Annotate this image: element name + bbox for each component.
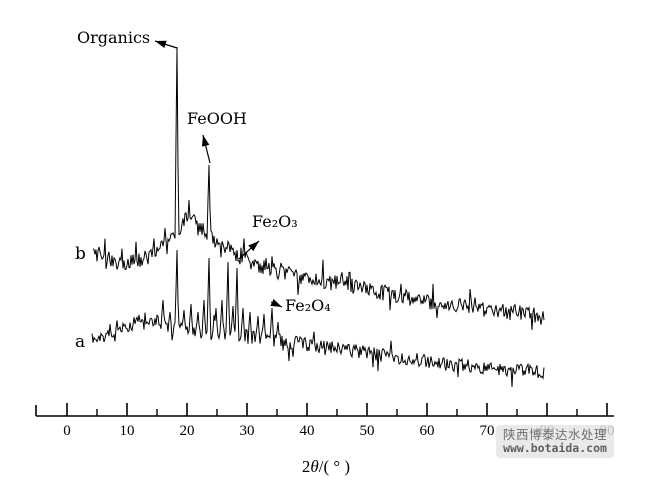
x-tick-label: 50 (360, 423, 375, 439)
peak-label-organics: Organics (77, 28, 151, 47)
x-axis-title-unit: /( ° ) (318, 457, 351, 476)
series-b-trace (92, 46, 545, 330)
x-tick-label: 10 (120, 423, 135, 439)
annotation-arrowhead-organics (155, 40, 167, 48)
peak-label-fe2o4: Fe₂O₄ (285, 296, 331, 315)
watermark: 陕西博泰达水处理 www.botaida.com (496, 425, 614, 458)
series-label-b: b (75, 244, 86, 264)
series-a-trace (91, 249, 545, 388)
x-tick-label: 70 (480, 423, 495, 439)
x-tick-label: 20 (180, 423, 195, 439)
x-tick-label: 40 (300, 423, 315, 439)
watermark-url-text: www.botaida.com (503, 441, 607, 455)
x-tick-label: 0 (63, 423, 71, 439)
x-axis-title-2: 2 (301, 457, 311, 476)
series-label-a: a (75, 332, 86, 352)
annotation-arrowhead-feooh (201, 135, 210, 147)
x-tick-label: 60 (420, 423, 435, 439)
x-axis-title-theta: θ (310, 457, 319, 476)
annotation-arrowhead-fe2o3 (248, 241, 259, 252)
annotation-arrowhead-fe2o4 (270, 298, 282, 307)
watermark-company-text: 陕西博泰达水处理 (502, 427, 607, 442)
x-axis-title: 2θ/( ° ) (0, 457, 652, 477)
peak-label-feooh: FeOOH (187, 109, 247, 128)
x-tick-label: 30 (240, 423, 255, 439)
peak-label-fe2o3: Fe₂O₃ (252, 212, 298, 231)
